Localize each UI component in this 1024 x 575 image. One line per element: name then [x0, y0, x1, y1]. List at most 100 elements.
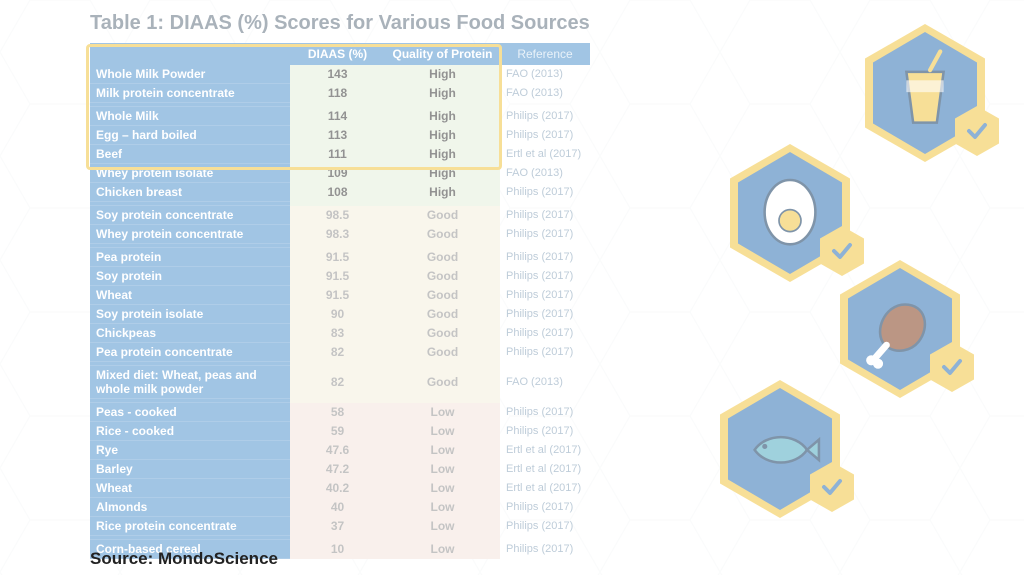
food-cell: Whey protein concentrate [90, 225, 290, 244]
ref-cell: Ertl et al (2017) [500, 441, 590, 460]
food-cell: Soy protein isolate [90, 305, 290, 324]
diaas-cell: 47.6 [290, 441, 385, 460]
table-row: Rye47.6LowErtl et al (2017) [90, 441, 590, 460]
food-cell: Whole Milk [90, 107, 290, 126]
ref-cell: Philips (2017) [500, 324, 590, 343]
diaas-cell: 98.5 [290, 206, 385, 225]
hex-badge [730, 144, 850, 282]
food-cell: Rice - cooked [90, 422, 290, 441]
hex-badge [865, 24, 985, 162]
ref-cell: Philips (2017) [500, 343, 590, 362]
table-row: Whole Milk Powder143HighFAO (2013) [90, 65, 590, 84]
quality-cell: Good [385, 366, 500, 399]
ref-cell: Ertl et al (2017) [500, 145, 590, 164]
quality-cell: Good [385, 343, 500, 362]
quality-cell: Low [385, 479, 500, 498]
quality-cell: High [385, 107, 500, 126]
food-cell: Egg – hard boiled [90, 126, 290, 145]
table-panel: Table 1: DIAAS (%) Scores for Various Fo… [0, 0, 630, 575]
quality-cell: Good [385, 267, 500, 286]
table-header-row: DIAAS (%) Quality of Protein Reference [90, 43, 590, 65]
diaas-cell: 82 [290, 343, 385, 362]
checkmark-icon [810, 462, 854, 512]
table-row: Peas - cooked58LowPhilips (2017) [90, 403, 590, 422]
food-cell: Beef [90, 145, 290, 164]
food-cell: Soy protein concentrate [90, 206, 290, 225]
quality-cell: High [385, 126, 500, 145]
table-row: Whey protein isolate109HighFAO (2013) [90, 164, 590, 183]
ref-cell: FAO (2013) [500, 84, 590, 103]
food-cell: Milk protein concentrate [90, 84, 290, 103]
food-cell: Rye [90, 441, 290, 460]
table-row: Whole Milk114HighPhilips (2017) [90, 107, 590, 126]
quality-cell: Low [385, 403, 500, 422]
col-ref: Reference [500, 43, 590, 65]
food-cell: Chicken breast [90, 183, 290, 202]
ref-cell: FAO (2013) [500, 65, 590, 84]
diaas-table: DIAAS (%) Quality of Protein Reference W… [90, 43, 590, 559]
food-cell: Pea protein concentrate [90, 343, 290, 362]
quality-cell: High [385, 164, 500, 183]
ref-cell: FAO (2013) [500, 164, 590, 183]
food-cell: Rice protein concentrate [90, 517, 290, 536]
diaas-cell: 91.5 [290, 267, 385, 286]
ref-cell: Philips (2017) [500, 305, 590, 324]
diaas-cell: 114 [290, 107, 385, 126]
page-content: Table 1: DIAAS (%) Scores for Various Fo… [0, 0, 1024, 575]
quality-cell: Low [385, 441, 500, 460]
diaas-cell: 10 [290, 540, 385, 559]
diaas-cell: 98.3 [290, 225, 385, 244]
table-row: Barley47.2LowErtl et al (2017) [90, 460, 590, 479]
ref-cell: Philips (2017) [500, 267, 590, 286]
food-cell: Soy protein [90, 267, 290, 286]
ref-cell: Philips (2017) [500, 183, 590, 202]
diaas-cell: 82 [290, 366, 385, 399]
food-cell: Pea protein [90, 248, 290, 267]
diaas-cell: 118 [290, 84, 385, 103]
diaas-cell: 90 [290, 305, 385, 324]
diaas-cell: 47.2 [290, 460, 385, 479]
table-row: Beef111HighErtl et al (2017) [90, 145, 590, 164]
food-cell: Wheat [90, 479, 290, 498]
ref-cell: Philips (2017) [500, 206, 590, 225]
table-row: Soy protein isolate90GoodPhilips (2017) [90, 305, 590, 324]
quality-cell: Low [385, 498, 500, 517]
food-cell: Whole Milk Powder [90, 65, 290, 84]
ref-cell: Ertl et al (2017) [500, 479, 590, 498]
table-row: Wheat91.5GoodPhilips (2017) [90, 286, 590, 305]
checkmark-icon [955, 106, 999, 156]
ref-cell: Philips (2017) [500, 126, 590, 145]
quality-cell: Low [385, 422, 500, 441]
table-row: Chicken breast108HighPhilips (2017) [90, 183, 590, 202]
table-row: Rice - cooked59LowPhilips (2017) [90, 422, 590, 441]
source-label: Source: MondoScience [90, 549, 278, 569]
food-cell: Chickpeas [90, 324, 290, 343]
quality-cell: Good [385, 225, 500, 244]
table-title: Table 1: DIAAS (%) Scores for Various Fo… [90, 12, 630, 35]
col-food [90, 43, 290, 65]
food-cell: Almonds [90, 498, 290, 517]
ref-cell: FAO (2013) [500, 366, 590, 399]
quality-cell: High [385, 65, 500, 84]
ref-cell: Philips (2017) [500, 422, 590, 441]
ref-cell: Philips (2017) [500, 403, 590, 422]
food-cell: Whey protein isolate [90, 164, 290, 183]
table-row: Almonds40LowPhilips (2017) [90, 498, 590, 517]
quality-cell: Good [385, 305, 500, 324]
quality-cell: Good [385, 206, 500, 225]
diaas-cell: 37 [290, 517, 385, 536]
table-row: Mixed diet: Wheat, peas and whole milk p… [90, 366, 590, 399]
food-cell: Peas - cooked [90, 403, 290, 422]
diaas-cell: 111 [290, 145, 385, 164]
diaas-cell: 91.5 [290, 286, 385, 305]
icons-panel [630, 0, 1024, 575]
quality-cell: Low [385, 460, 500, 479]
checkmark-icon [930, 342, 974, 392]
table-row: Soy protein91.5GoodPhilips (2017) [90, 267, 590, 286]
ref-cell: Philips (2017) [500, 248, 590, 267]
col-quality: Quality of Protein [385, 43, 500, 65]
quality-cell: Low [385, 517, 500, 536]
table-row: Soy protein concentrate98.5GoodPhilips (… [90, 206, 590, 225]
quality-cell: High [385, 145, 500, 164]
table-row: Pea protein concentrate82GoodPhilips (20… [90, 343, 590, 362]
